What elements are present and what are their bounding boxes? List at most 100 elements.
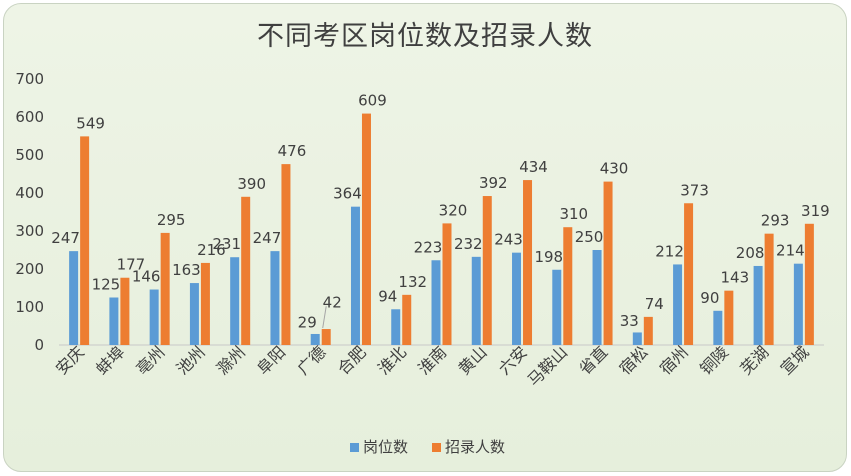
data-label-positions: 146 xyxy=(132,268,161,286)
x-category-label: 安庆 xyxy=(52,342,88,378)
data-label-recruits: 320 xyxy=(439,201,468,219)
y-tick-label: 200 xyxy=(15,260,44,278)
x-category-label-group: 芜湖 xyxy=(736,342,772,378)
legend-label: 岗位数 xyxy=(363,438,408,456)
bar-positions xyxy=(753,265,763,345)
y-tick-label: 0 xyxy=(34,336,44,354)
x-category-label: 宣城 xyxy=(777,342,813,378)
data-label-leader-line xyxy=(322,306,327,329)
x-category-label-group: 阜阳 xyxy=(253,342,289,378)
bar-positions xyxy=(592,250,602,345)
x-category-label: 阜阳 xyxy=(253,342,289,378)
bar-positions xyxy=(310,333,320,345)
data-label-recruits: 216 xyxy=(197,241,226,259)
x-category-label-group: 铜陵 xyxy=(696,342,732,378)
bar-positions xyxy=(471,256,481,345)
bar-positions xyxy=(350,206,360,345)
x-category-label-group: 宣城 xyxy=(777,342,813,378)
chart-frame: 不同考区岗位数及招录人数 0 100 200 300 400 500 600 700 247 5… xyxy=(3,3,847,472)
data-label-positions: 214 xyxy=(776,242,805,260)
bar-recruits xyxy=(804,223,814,345)
x-category-label-group: 合肥 xyxy=(334,342,370,378)
bar-positions xyxy=(189,283,199,345)
bar-recruits xyxy=(603,181,613,345)
chart-title: 不同考区岗位数及招录人数 xyxy=(257,21,593,52)
data-label-recruits: 310 xyxy=(559,205,588,223)
x-category-label-group: 广德 xyxy=(293,342,329,378)
bar-recruits xyxy=(200,262,210,345)
data-label-recruits: 319 xyxy=(801,202,830,220)
x-category-label: 滁州 xyxy=(213,342,249,378)
bar-recruits xyxy=(684,203,694,345)
bar-recruits xyxy=(120,277,130,345)
data-label-recruits: 293 xyxy=(761,212,790,230)
x-category-label-group: 宿松 xyxy=(616,342,652,378)
data-label-recruits: 295 xyxy=(157,211,186,229)
data-label-positions: 212 xyxy=(655,242,684,260)
x-category-label: 六安 xyxy=(495,342,531,378)
bars-layer xyxy=(69,113,814,345)
x-category-label: 芜湖 xyxy=(736,342,772,378)
bar-recruits xyxy=(523,180,533,345)
data-label-positions: 364 xyxy=(333,185,362,203)
data-label-positions: 198 xyxy=(534,248,563,266)
data-label-recruits: 390 xyxy=(237,175,266,193)
bar-recruits xyxy=(643,316,653,345)
bar-positions xyxy=(431,260,441,345)
bar-recruits xyxy=(442,223,452,345)
data-label-recruits: 430 xyxy=(600,160,629,178)
data-label-recruits: 74 xyxy=(645,295,664,313)
x-category-label: 淮南 xyxy=(414,342,450,378)
x-category-label-group: 省直 xyxy=(575,342,611,378)
x-category-label: 蚌埠 xyxy=(92,342,128,378)
bar-recruits xyxy=(361,113,371,345)
legend-swatch xyxy=(432,443,441,452)
bar-positions xyxy=(230,257,240,345)
data-label-positions: 29 xyxy=(298,314,317,332)
bar-recruits xyxy=(281,164,291,345)
data-label-positions: 90 xyxy=(700,289,719,307)
bar-recruits xyxy=(160,232,170,345)
bar-recruits xyxy=(724,290,734,345)
bar-recruits xyxy=(80,136,90,345)
x-category-label-group: 滁州 xyxy=(213,342,249,378)
x-category-label: 马鞍山 xyxy=(524,342,571,389)
x-category-label-group: 淮北 xyxy=(374,342,410,378)
bar-positions xyxy=(632,332,642,345)
bar-positions xyxy=(391,309,401,345)
legend-swatch xyxy=(350,443,359,452)
y-tick-label: 400 xyxy=(15,184,44,202)
x-category-label: 广德 xyxy=(293,342,329,378)
data-label-recruits: 177 xyxy=(117,256,146,274)
x-category-label-group: 蚌埠 xyxy=(92,342,128,378)
data-label-recruits: 132 xyxy=(398,273,427,291)
data-label-recruits: 373 xyxy=(680,181,709,199)
data-label-recruits: 476 xyxy=(278,142,307,160)
bar-positions xyxy=(673,264,683,345)
data-label-recruits: 434 xyxy=(519,158,548,176)
data-label-recruits: 143 xyxy=(721,269,750,287)
x-category-label: 铜陵 xyxy=(696,342,732,378)
data-label-positions: 33 xyxy=(620,312,639,330)
x-category-label: 合肥 xyxy=(334,342,370,378)
bar-positions xyxy=(713,310,723,345)
bar-positions xyxy=(552,269,562,345)
data-label-positions: 94 xyxy=(378,287,397,305)
data-label-recruits: 609 xyxy=(358,92,387,110)
y-tick-label: 500 xyxy=(15,146,44,164)
bar-recruits xyxy=(764,233,774,345)
bar-recruits xyxy=(402,294,412,345)
data-label-positions: 247 xyxy=(253,229,282,247)
data-label-positions: 208 xyxy=(736,244,765,262)
data-label-positions: 232 xyxy=(454,235,483,253)
bar-positions xyxy=(69,251,79,345)
legend: 岗位数 招录人数 xyxy=(350,438,505,456)
axis-layer: 0 100 200 300 400 500 600 700 xyxy=(15,70,824,354)
data-label-positions: 247 xyxy=(51,229,80,247)
bar-positions xyxy=(149,289,159,345)
bar-recruits xyxy=(321,329,331,345)
data-label-positions: 223 xyxy=(414,238,443,256)
x-category-label: 省直 xyxy=(575,342,611,378)
